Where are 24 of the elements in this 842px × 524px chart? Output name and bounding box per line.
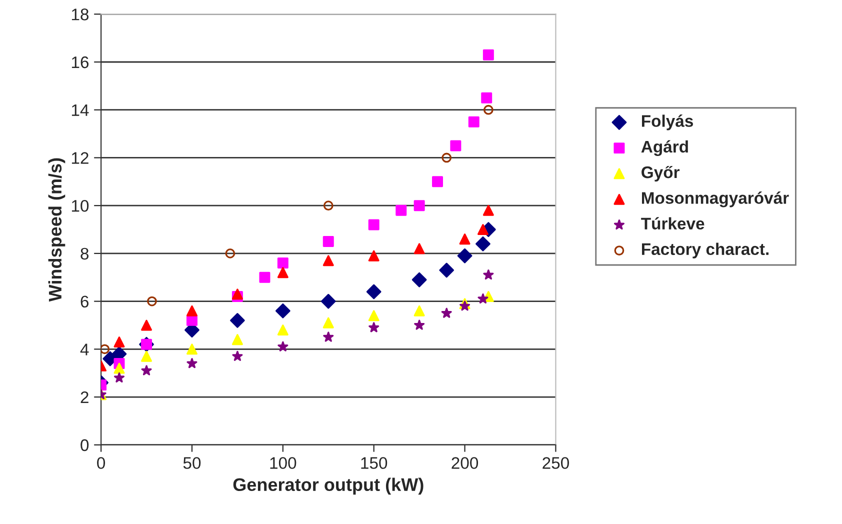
y-tick-label: 18: [72, 8, 89, 20]
y-tick-label: 0: [80, 439, 89, 452]
x-tick-label: 150: [361, 457, 388, 469]
y-tick-label: 2: [80, 391, 88, 404]
x-tick-label: 0: [97, 457, 106, 469]
legend-label: Túrkeve: [641, 217, 704, 230]
x-tick-label: 200: [452, 457, 478, 469]
x-tick-label: 50: [183, 457, 201, 469]
legend-label: Folyás: [642, 114, 693, 130]
y-tick-label: 6: [80, 296, 89, 308]
y-tick-label: 12: [72, 152, 88, 164]
x-tick-label: 100: [270, 457, 296, 469]
legend-label: Agárd: [641, 140, 688, 156]
legend-label: Mosonmagyaróvár: [642, 192, 789, 208]
x-tick-label: 250: [542, 457, 569, 469]
y-tick-label: 10: [72, 200, 89, 212]
x-axis-title: Generator output (kW): [233, 478, 424, 495]
y-tick-label: 16: [72, 56, 89, 68]
legend-label: Factory charact.: [642, 242, 768, 258]
y-tick-label: 4: [80, 344, 89, 356]
y-tick-label: 14: [72, 104, 89, 116]
legend-label: Győr: [642, 166, 680, 182]
y-axis-title: Windspeed (m/s): [48, 158, 66, 302]
y-tick-label: 8: [80, 248, 89, 260]
